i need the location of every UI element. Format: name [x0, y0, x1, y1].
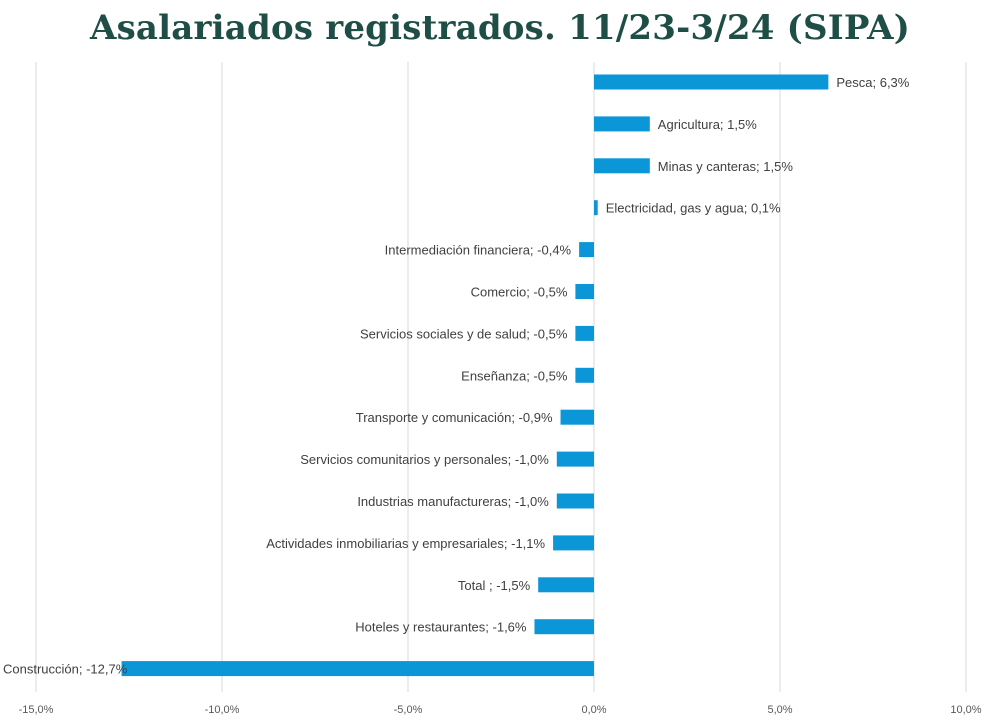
bar-data-label: Pesca; 6,3%	[836, 75, 909, 90]
bar	[560, 409, 594, 425]
bar-data-label: Minas y canteras; 1,5%	[658, 159, 794, 174]
bar	[575, 325, 594, 341]
bar-data-label: Construcción; -12,7%	[3, 662, 128, 677]
bar	[594, 74, 829, 90]
bar	[538, 577, 594, 593]
bar-data-label: Comercio; -0,5%	[471, 285, 568, 300]
x-tick-label: -15,0%	[19, 704, 54, 716]
x-tick-label: 5,0%	[767, 704, 792, 716]
bar	[121, 661, 594, 677]
bar	[579, 242, 594, 258]
bar	[553, 535, 594, 551]
bar	[556, 493, 594, 509]
bar-data-label: Transporte y comunicación; -0,9%	[356, 410, 553, 425]
bar	[594, 116, 650, 132]
bar-data-label: Agricultura; 1,5%	[658, 117, 757, 132]
bar	[594, 158, 650, 174]
bar	[575, 367, 594, 383]
bar-data-label: Servicios sociales y de salud; -0,5%	[360, 326, 568, 341]
bars	[121, 74, 829, 677]
bar-data-label: Industrias manufactureras; -1,0%	[357, 494, 549, 509]
bar-data-label: Intermediación financiera; -0,4%	[385, 243, 572, 258]
bar-data-label: Electricidad, gas y agua; 0,1%	[606, 201, 781, 216]
x-tick-label: 10,0%	[950, 704, 981, 716]
bar	[594, 200, 598, 216]
x-axis-tick-labels: -15,0% -10,0% -5,0% 0,0% 5,0% 10,0%	[19, 704, 982, 716]
bar-data-label: Enseñanza; -0,5%	[461, 368, 568, 383]
bar-data-label: Total ; -1,5%	[458, 578, 531, 593]
bar-data-label: Hoteles y restaurantes; -1,6%	[355, 620, 527, 635]
bar	[575, 284, 594, 299]
x-tick-label: -5,0%	[394, 704, 423, 716]
x-tick-label: -10,0%	[205, 704, 240, 716]
bar-data-label: Servicios comunitarios y personales; -1,…	[300, 452, 549, 467]
bar-data-label: Actividades inmobiliarias y empresariale…	[266, 536, 545, 551]
bar	[556, 451, 594, 467]
chart-title: Asalariados registrados. 11/23-3/24 (SIP…	[90, 8, 910, 48]
data-labels: Pesca; 6,3% Agricultura; 1,5% Minas y cant…	[3, 75, 910, 677]
x-tick-label: 0,0%	[581, 704, 606, 716]
bar	[534, 619, 594, 635]
